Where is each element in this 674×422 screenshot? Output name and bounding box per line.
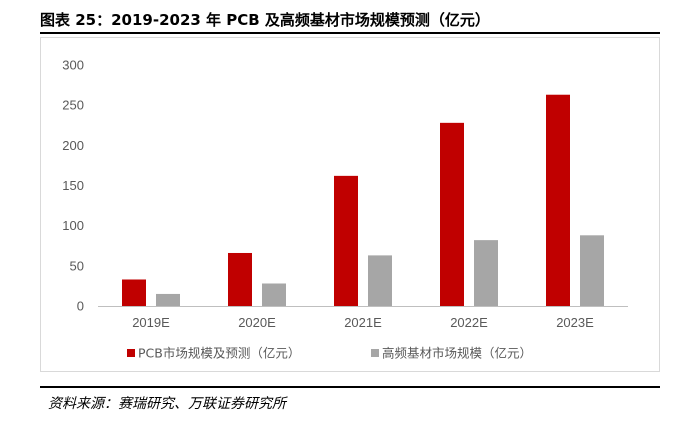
x-tick-label: 2023E <box>556 315 594 330</box>
bar-pcb <box>440 122 464 306</box>
chart-frame <box>40 37 660 372</box>
chart-title-bar: 图表 25：2019-2023 年 PCB 及高频基材市场规模预测（亿元） <box>40 6 660 34</box>
footer-rule <box>40 386 660 388</box>
legend-swatch <box>371 349 379 357</box>
bars <box>122 94 604 307</box>
bar-high-frequency-substrate <box>474 240 498 306</box>
bar-high-frequency-substrate <box>580 235 604 306</box>
x-tick-label: 2020E <box>238 315 276 330</box>
legend-label: PCB市场规模及预测（亿元） <box>138 346 300 361</box>
bar-pcb <box>122 279 146 306</box>
y-tick-label: 200 <box>62 138 84 153</box>
bar-pcb <box>228 252 252 306</box>
x-tick-label: 2019E <box>132 315 170 330</box>
source-note: 资料来源：赛瑞研究、万联证券研究所 <box>48 396 286 412</box>
bar-high-frequency-substrate <box>262 283 286 306</box>
y-tick-label: 0 <box>77 299 84 314</box>
x-tick-label: 2022E <box>450 315 488 330</box>
chart-title: 图表 25：2019-2023 年 PCB 及高频基材市场规模预测（亿元） <box>40 11 490 29</box>
y-tick-label: 150 <box>62 178 84 193</box>
legend-label: 高频基材市场规模（亿元） <box>382 346 532 361</box>
legend-swatch <box>127 349 135 357</box>
x-axis: 2019E 2020E 2021E 2022E 2023E <box>132 315 594 330</box>
y-axis: 0 50 100 150 200 250 300 <box>62 58 84 314</box>
y-tick-label: 50 <box>70 258 84 273</box>
y-tick-label: 100 <box>62 218 84 233</box>
legend: PCB市场规模及预测（亿元） 高频基材市场规模（亿元） <box>127 346 532 361</box>
bar-high-frequency-substrate <box>368 255 392 306</box>
y-tick-label: 250 <box>62 98 84 113</box>
y-tick-label: 300 <box>62 58 84 73</box>
bar-high-frequency-substrate <box>156 293 180 306</box>
bar-pcb <box>546 94 570 307</box>
bar-pcb <box>334 175 358 306</box>
x-tick-label: 2021E <box>344 315 382 330</box>
